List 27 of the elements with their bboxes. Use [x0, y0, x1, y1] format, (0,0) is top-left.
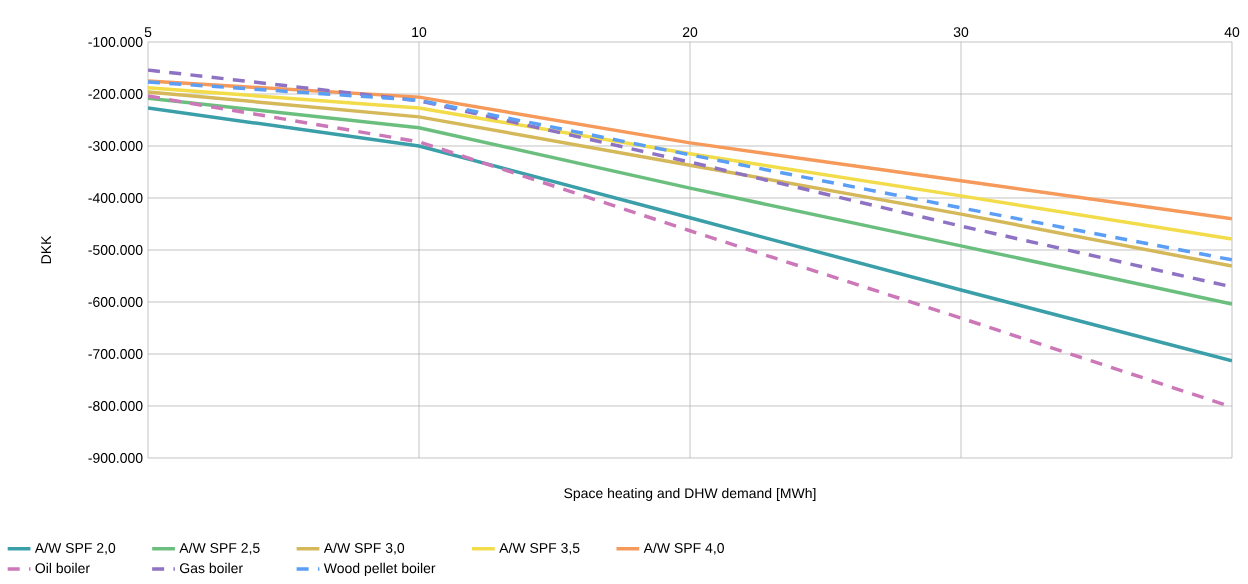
x-tick-label: 30 — [953, 27, 969, 38]
y-tick-label: -500.000 — [88, 245, 143, 255]
y-tick-label: -400.000 — [88, 193, 143, 203]
legend-label: A/W SPF 4,0 — [643, 542, 724, 555]
y-axis-title: DKK — [41, 235, 51, 264]
legend-label: A/W SPF 2,0 — [34, 542, 116, 555]
legend-label: A/W SPF 3,0 — [323, 542, 405, 555]
y-tick-label: -200.000 — [88, 89, 143, 99]
line-series — [148, 79, 1232, 221]
y-tick-label: -600.000 — [88, 297, 143, 307]
x-tick-label: 40 — [1224, 27, 1240, 38]
legend-label: A/W SPF 2,5 — [179, 542, 260, 555]
legend-label: Oil boiler — [35, 562, 90, 574]
y-tick-label: -300.000 — [88, 141, 143, 151]
y-tick-label: -100.000 — [88, 37, 143, 47]
y-tick-label: -700.000 — [88, 349, 143, 359]
y-tick-label: -800.000 — [88, 401, 143, 411]
legend-label: A/W SPF 3,5 — [499, 542, 580, 555]
legend-label: Gas boiler — [180, 562, 243, 574]
line-series — [148, 106, 1232, 363]
x-tick-label: 20 — [682, 27, 698, 38]
legend-label: Wood pellet boiler — [323, 562, 436, 576]
y-tick-label: -900.000 — [88, 453, 143, 463]
x-tick-label: 10 — [412, 27, 427, 38]
x-axis-title: Space heating and DHW demand [MWh] — [564, 487, 816, 501]
line-series — [148, 96, 1232, 306]
x-tick-label: 5 — [144, 27, 152, 38]
